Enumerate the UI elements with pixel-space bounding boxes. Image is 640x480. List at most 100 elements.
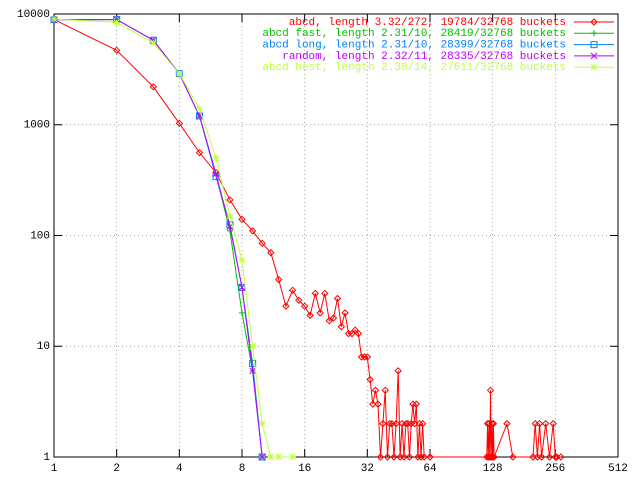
data-point [379,419,387,428]
data-point [50,15,58,23]
legend-marker [590,41,598,49]
data-point [341,309,349,317]
data-point [113,19,121,26]
data-point [212,170,220,178]
series-line [54,19,263,458]
data-point [376,453,385,461]
data-point [295,296,303,304]
data-point [394,367,402,375]
data-point [239,309,245,316]
data-point [175,70,183,77]
legend-label: random, length 2.32/11, 28335/32768 buck… [282,51,566,63]
data-point [195,148,204,157]
data-point [405,453,414,461]
data-point [549,419,557,428]
data-point [282,302,290,310]
data-point [390,453,398,461]
data-point [306,311,314,320]
data-point [113,16,121,24]
data-point [369,400,377,408]
data-point [426,453,434,461]
data-point [486,386,495,395]
data-point [238,256,246,264]
data-point [311,289,320,298]
data-point [249,342,257,350]
data-point [545,453,554,461]
data-point [410,419,419,428]
legend-label: abcd fast, length 2.31/10, 28419/32768 b… [262,28,566,40]
x-tick-label: 4 [176,463,183,475]
data-point [325,317,333,325]
x-tick-label: 512 [608,463,628,475]
data-point [420,453,428,461]
x-tick-label: 8 [239,463,246,475]
data-point [371,386,380,395]
data-point [489,419,498,428]
data-point [488,453,497,461]
data-point [381,386,389,395]
data-point [238,283,246,291]
data-point [490,453,498,461]
data-point [418,419,427,428]
data-point [337,323,346,331]
data-point [196,105,203,112]
y-tick-label: 1000 [24,120,50,132]
data-point [357,353,366,361]
data-point [366,375,374,384]
data-point [383,453,392,461]
data-point [212,173,220,181]
data-point [488,419,496,428]
data-point [402,419,410,428]
x-tick-label: 256 [545,463,565,475]
data-point [248,227,257,235]
data-point [289,453,296,461]
data-point [412,400,421,408]
data-point [288,286,297,295]
data-point [149,83,158,91]
legend-label: abcd long, length 2.31/10, 28399/32768 b… [262,40,566,52]
data-point [535,419,544,428]
data-point [249,359,257,367]
x-tick-label: 1 [51,463,58,475]
legend-marker [591,30,597,37]
data-point [386,419,394,428]
data-point [351,326,359,334]
data-point [267,453,275,461]
legend-marker [590,63,598,71]
y-tick-label: 10000 [17,9,50,21]
data-point [321,289,329,298]
data-point [503,419,511,428]
data-point [258,239,266,248]
data-point [392,419,400,428]
series-line [53,19,561,458]
data-point [175,119,184,128]
plot-border [53,13,619,458]
y-tick-label: 1 [43,452,50,464]
data-point [50,16,58,24]
data-point [487,453,495,461]
data-point [212,154,220,162]
data-point [333,294,342,303]
data-point [149,39,157,47]
x-tick-label: 16 [298,463,311,475]
data-point [238,215,246,224]
y-tick-label: 10 [37,341,50,353]
x-tick-label: 128 [483,463,503,475]
data-point [112,46,121,55]
data-point [316,309,324,317]
data-point [354,329,363,338]
y-tick-label: 100 [30,230,50,242]
data-point [329,314,338,322]
data-point [274,275,283,284]
data-point [258,453,266,461]
x-tick-label: 32 [361,463,374,475]
series-line [53,18,293,458]
data-point [414,453,422,461]
data-point [374,400,382,408]
data-point [258,420,266,428]
legend-marker [590,52,598,60]
data-point [557,453,565,461]
data-point [226,212,234,220]
data-point [551,453,560,461]
